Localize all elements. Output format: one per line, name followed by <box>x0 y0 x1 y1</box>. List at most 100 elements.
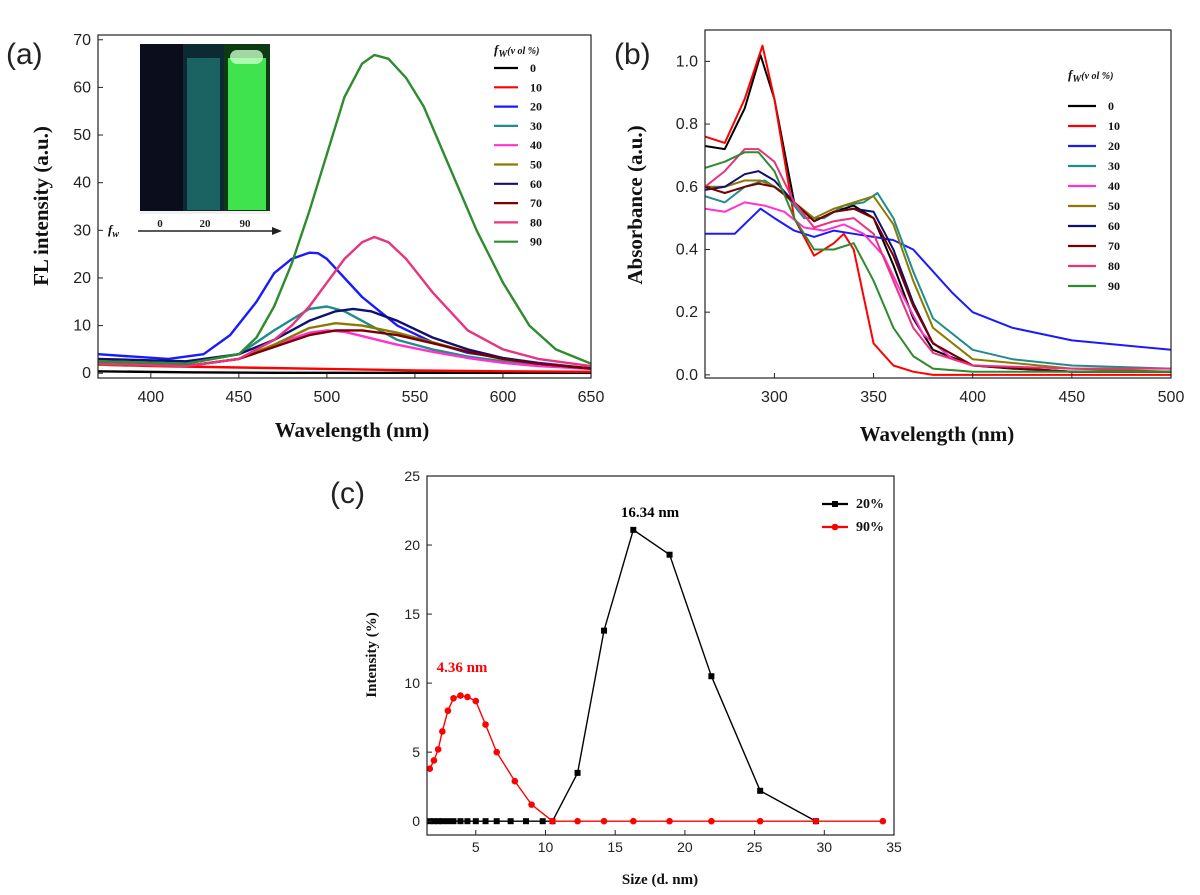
series-line-20pct <box>429 529 817 822</box>
x-tick-label: 15 <box>607 839 623 855</box>
panel-a-xlabel: Wavelength (nm) <box>275 418 430 442</box>
data-point-20pct <box>430 818 437 825</box>
data-point-90pct <box>430 757 438 764</box>
y-tick-label: 40 <box>73 175 91 192</box>
data-point-90pct <box>482 721 489 728</box>
legend-label: 40 <box>530 138 542 152</box>
legend-marker <box>832 501 838 507</box>
legend-label: 50 <box>1108 199 1120 213</box>
data-point-90pct <box>450 695 457 702</box>
series-line-90pct <box>429 694 883 822</box>
data-point-20pct <box>435 818 442 825</box>
y-tick-label: 20 <box>73 270 91 287</box>
data-point-20pct <box>493 818 500 825</box>
vial-90-meniscus <box>230 50 263 64</box>
data-point-90pct <box>464 693 471 701</box>
y-tick-label: 15 <box>404 606 420 622</box>
series-line-10 <box>705 44 1171 376</box>
data-point-20pct <box>507 818 514 825</box>
legend-label: 60 <box>530 177 542 191</box>
y-tick-label: 20 <box>404 537 420 553</box>
data-point-90pct <box>574 817 581 825</box>
y-tick-label: 0.6 <box>676 179 698 196</box>
y-tick-label: 0.0 <box>676 367 698 384</box>
legend-label: 70 <box>1108 239 1120 253</box>
x-tick-label: 30 <box>817 839 833 855</box>
y-tick-label: 60 <box>73 79 91 96</box>
y-tick-label: 1.0 <box>676 53 698 70</box>
x-tick-label: 450 <box>1058 389 1085 406</box>
legend-label: 90% <box>856 520 884 535</box>
y-tick-label: 30 <box>73 222 91 239</box>
data-point-20pct <box>464 818 471 825</box>
data-point-90pct <box>439 728 446 735</box>
panel-a-label: (a) <box>6 38 43 71</box>
series-line-0 <box>98 370 591 374</box>
x-tick-label: 500 <box>314 389 341 406</box>
panel-c: (c) 5 10 15 20 25 30 35 0 5 10 15 20 25 Size (d. nm)… <box>330 468 902 888</box>
panel-b-xlabel: Wavelength (nm) <box>860 422 1015 446</box>
panel-b-legend-title: fW(v ol %) <box>1068 67 1113 85</box>
legend-marker <box>831 523 839 531</box>
panel-a-legend: fW(v ol %) 0 10 20 30 40 50 60 70 80 90 <box>494 42 542 249</box>
legend-label: 90 <box>1108 279 1120 293</box>
vial-90-glow <box>228 58 266 210</box>
data-point-90pct <box>457 692 464 699</box>
series-line-60 <box>705 170 1171 373</box>
series-line-90 <box>705 151 1171 373</box>
y-tick-label: 0 <box>412 813 420 829</box>
y-tick-label: 10 <box>404 675 420 691</box>
series-line-30 <box>705 179 1171 370</box>
data-point-90pct <box>708 817 715 825</box>
data-point-90pct <box>493 748 501 756</box>
data-point-20pct <box>539 818 546 825</box>
inset-arrow-label: fw <box>108 222 119 240</box>
y-tick-label: 50 <box>73 127 91 144</box>
data-point-90pct <box>434 746 442 753</box>
panel-a-ylabel: FL intensity (a.u.) <box>29 126 53 286</box>
legend-label: 80 <box>1108 259 1120 273</box>
annotation-peak-20: 16.34 nm <box>621 505 680 521</box>
data-point-20pct <box>450 818 457 825</box>
x-tick-label: 300 <box>761 389 788 406</box>
legend-label: 60 <box>1108 219 1120 233</box>
data-point-90pct <box>666 817 673 825</box>
panel-b-ylabel: Absorbance (a.u.) <box>623 125 647 284</box>
data-point-20pct <box>574 769 581 776</box>
data-point-90pct <box>879 817 887 825</box>
data-point-90pct <box>427 765 434 773</box>
y-tick-label: 0 <box>82 365 91 382</box>
legend-label: 10 <box>1108 119 1120 133</box>
x-tick-label: 500 <box>1158 389 1185 406</box>
data-point-90pct <box>549 817 556 825</box>
data-point-90pct <box>630 817 637 825</box>
panel-b-legend: fW(v ol %) 0 10 20 30 40 50 60 70 80 90 <box>1068 67 1120 293</box>
data-point-20pct <box>630 526 637 533</box>
data-point-90pct <box>812 817 820 825</box>
legend-label: 70 <box>530 196 542 210</box>
panel-c-plot-area <box>427 526 887 825</box>
series-line-90 <box>98 53 591 365</box>
legend-label: 0 <box>1108 99 1114 113</box>
panel-c-xlabel: Size (d. nm) <box>622 872 698 888</box>
x-tick-label: 400 <box>137 389 164 406</box>
y-tick-label: 0.2 <box>676 304 698 321</box>
x-tick-label: 25 <box>747 839 763 855</box>
data-point-90pct <box>528 801 535 808</box>
y-tick-label: 5 <box>412 744 420 760</box>
panel-a-plot-area <box>98 53 591 374</box>
legend-label: 80 <box>530 215 542 229</box>
panel-a-inset: 0 20 90 fw <box>108 44 282 240</box>
inset-vial-label-90: 90 <box>240 218 252 230</box>
legend-label: 20% <box>856 497 884 512</box>
data-point-20pct <box>522 818 529 825</box>
data-point-20pct <box>472 818 479 825</box>
series-line-80 <box>98 235 591 368</box>
annotation-peak-90: 4.36 nm <box>437 660 488 676</box>
data-point-20pct <box>482 818 489 825</box>
y-tick-label: 10 <box>73 318 91 335</box>
data-point-20pct <box>601 627 608 634</box>
